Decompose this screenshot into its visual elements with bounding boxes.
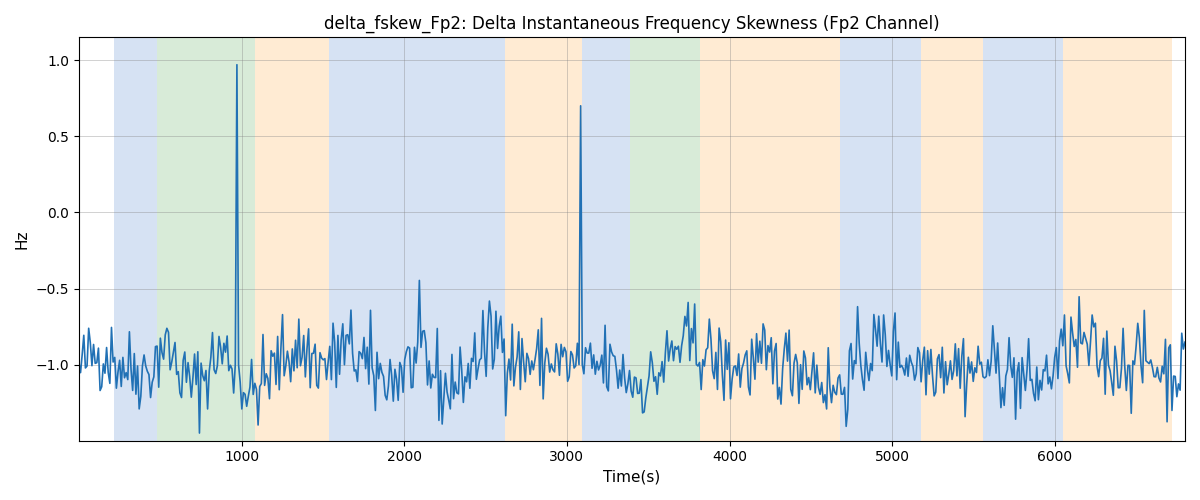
Y-axis label: Hz: Hz [14, 230, 30, 249]
Bar [1063, 38, 1172, 440]
Bar [254, 38, 330, 440]
Bar [630, 38, 701, 440]
X-axis label: Time(s): Time(s) [604, 470, 660, 485]
Bar [983, 38, 1063, 440]
Bar [114, 38, 157, 440]
Title: delta_fskew_Fp2: Delta Instantaneous Frequency Skewness (Fp2 Channel): delta_fskew_Fp2: Delta Instantaneous Fre… [324, 15, 940, 34]
Bar [582, 38, 630, 440]
Bar [922, 38, 983, 440]
Bar [701, 38, 840, 440]
Bar [157, 38, 254, 440]
Bar [330, 38, 505, 440]
Bar [505, 38, 582, 440]
Bar [840, 38, 922, 440]
